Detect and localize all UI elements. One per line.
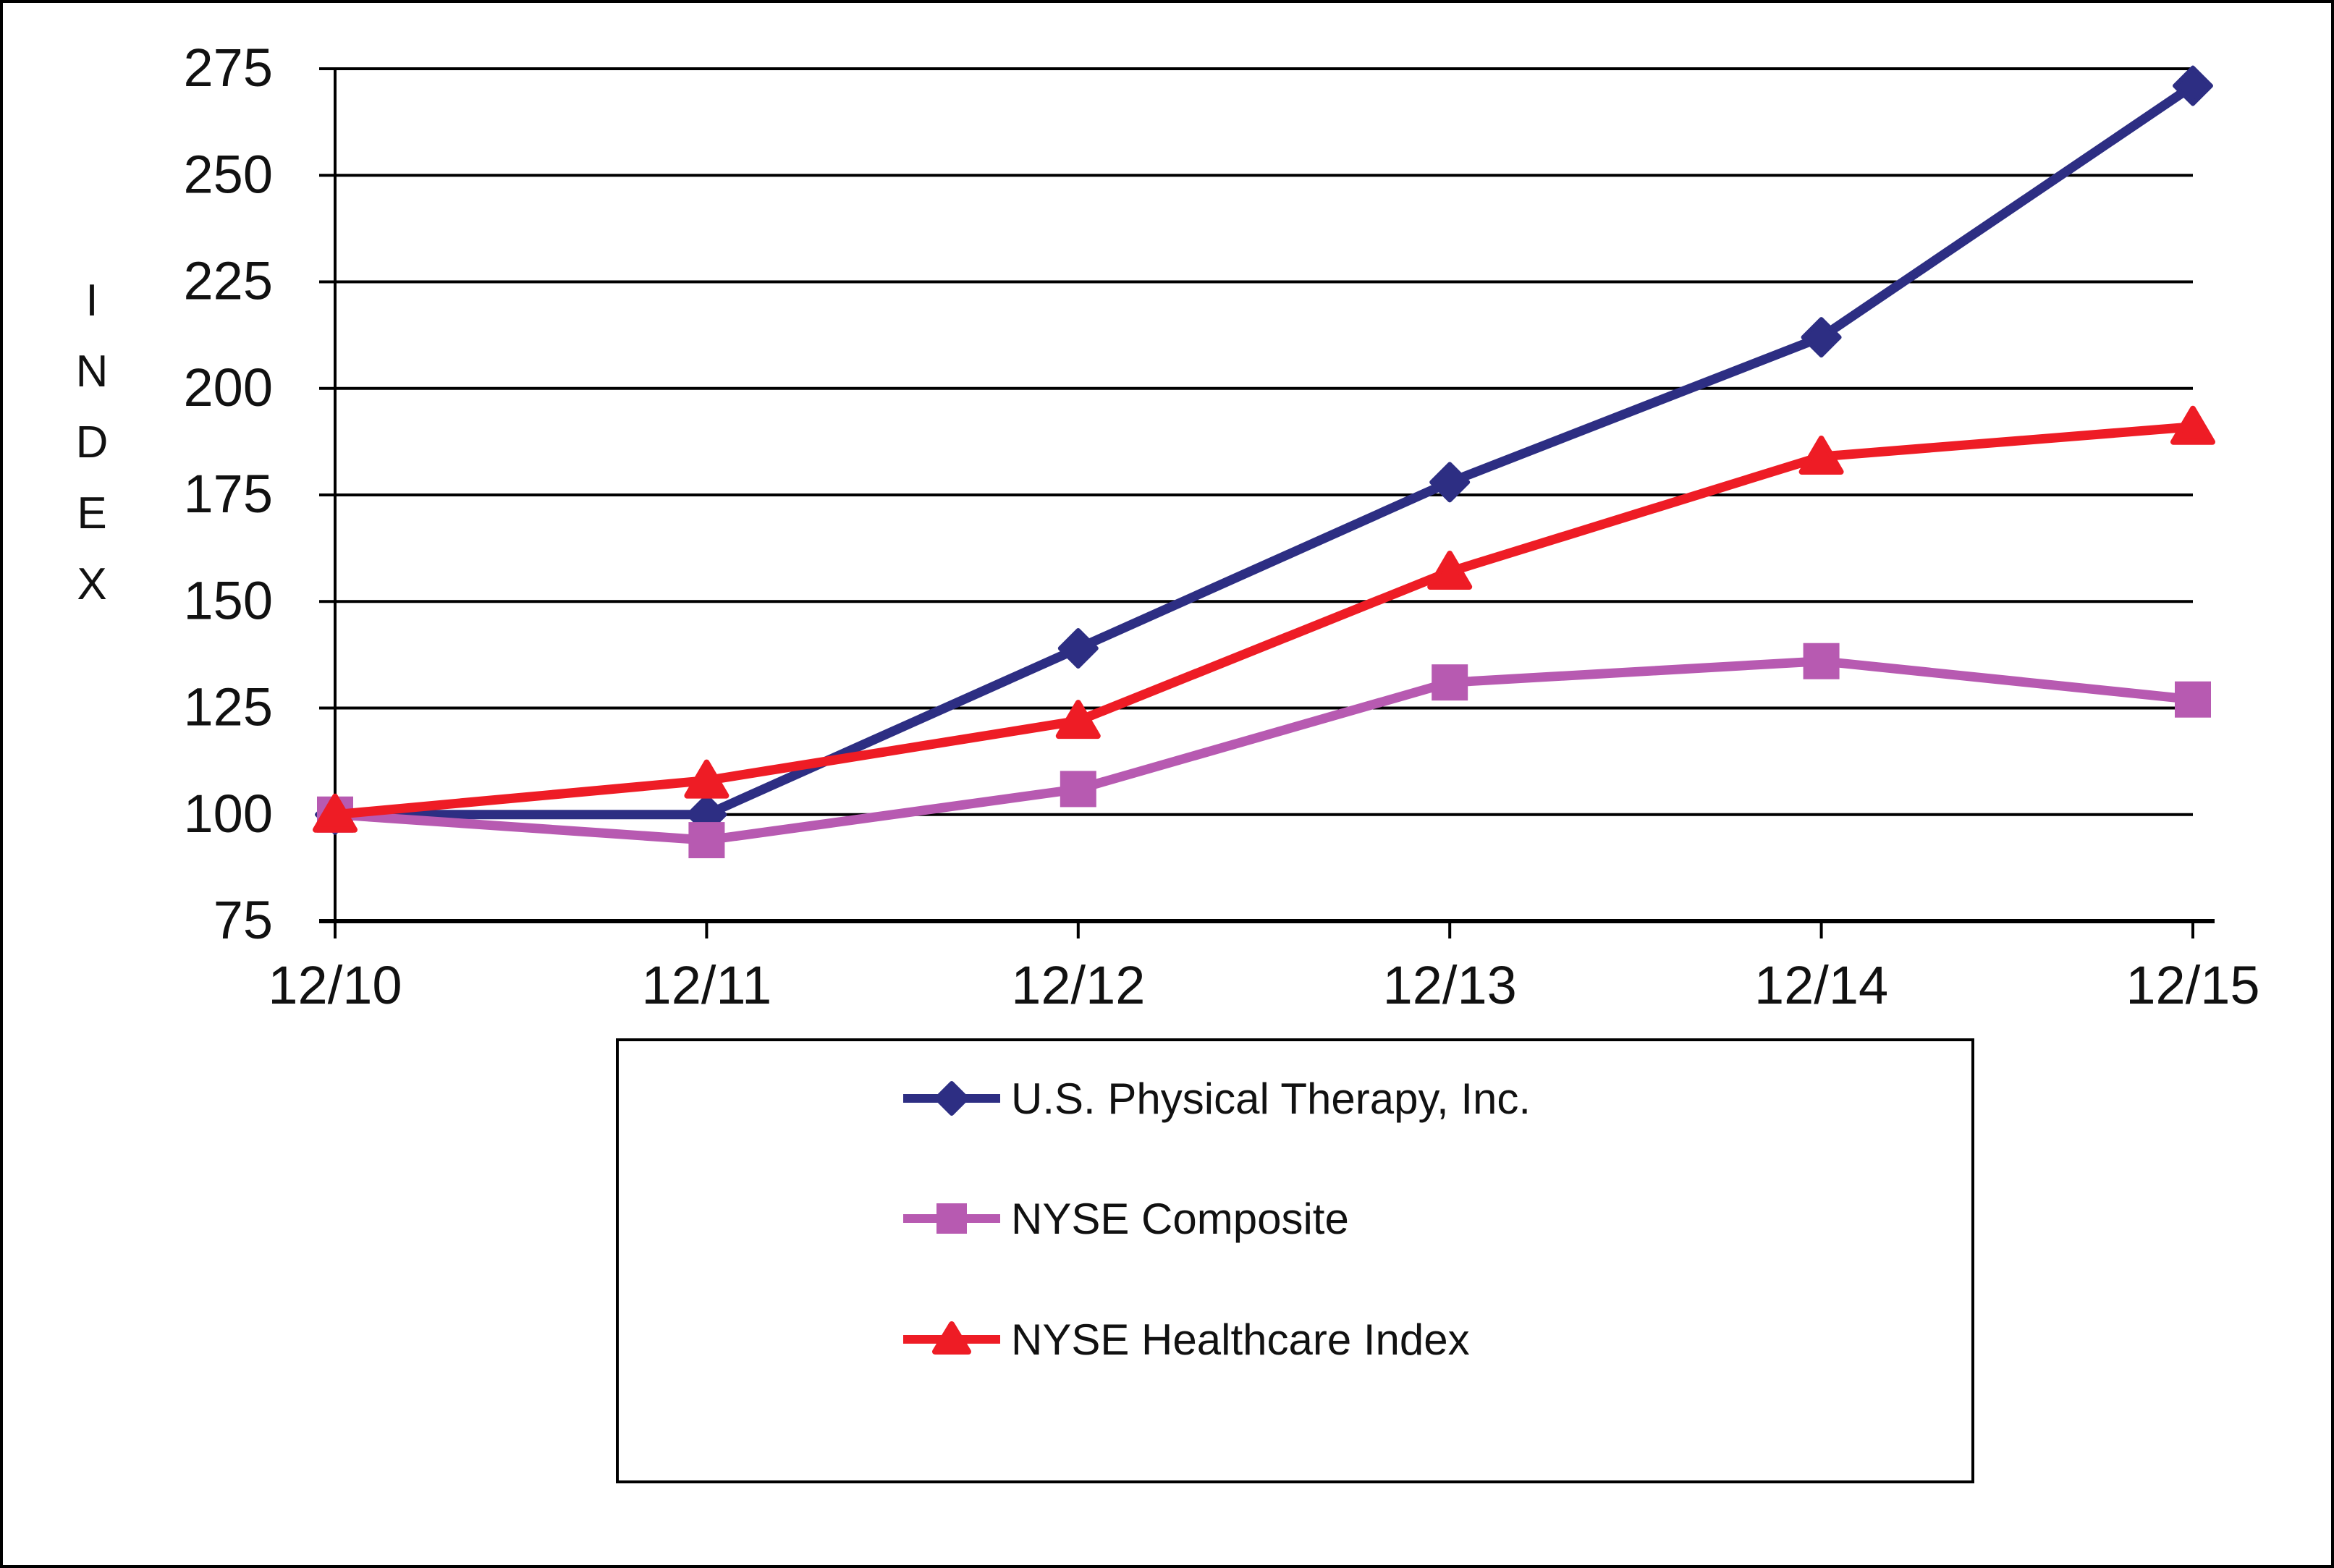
series-point-triangle-marker [1055,700,1101,739]
y-tick-label-150: 150 [184,570,273,630]
y-tick-label-175: 175 [184,464,273,524]
y-axis-title-letter: E [77,488,106,538]
legend-label: NYSE Composite [1011,1195,1349,1243]
y-tick-label-125: 125 [184,677,273,737]
y-axis-tick-labels: 275 250 225 200 175 150 125 100 75 [184,38,273,950]
y-axis-title-letter: D [76,418,109,467]
x-axis-tick-labels: 12/10 12/11 12/12 12/13 12/14 12/15 [268,955,2259,1015]
x-tick-label-12/10: 12/10 [268,955,402,1015]
x-tick-label-12/14: 12/14 [1754,955,1888,1015]
series-point-diamond-marker [1057,628,1099,669]
y-axis-title-letter: N [76,347,109,397]
series-point-diamond-marker [1801,317,1842,358]
series-point-square-marker [1432,664,1468,701]
series-point-square-marker [2175,681,2211,718]
y-tick-label-200: 200 [184,357,273,418]
x-tick-label-12/12: 12/12 [1011,955,1145,1015]
series-point-square-marker [1060,771,1096,808]
series-point-triangle-marker [1427,551,1473,590]
series-point-square-marker [688,822,725,859]
legend-square-marker [936,1203,967,1234]
legend-label: NYSE Healthcare Index [1011,1315,1470,1364]
series-point-triangle-marker [684,759,730,799]
y-tick-label-225: 225 [184,251,273,311]
y-tick-label-250: 250 [184,144,273,204]
series-point-diamond-marker [2173,65,2213,106]
x-tick-label-12/11: 12/11 [642,955,772,1015]
gridlines [319,67,2193,816]
x-tick-label-12/13: 12/13 [1383,955,1517,1015]
x-tick-label-12/15: 12/15 [2126,955,2259,1015]
legend: U.S. Physical Therapy, Inc. NYSE Composit… [616,1038,1974,1483]
data-series [313,65,2215,859]
y-axis-title-letter: I [85,276,98,326]
legend-label: U.S. Physical Therapy, Inc. [1011,1075,1531,1123]
series-point-diamond-marker [1429,462,1471,503]
y-tick-label-275: 275 [184,38,273,98]
y-tick-label-100: 100 [184,784,273,844]
y-axis-title-letter: X [77,559,106,609]
legend-diamond-marker [934,1081,969,1116]
legend-box [616,1038,1974,1483]
axes-and-ticks [319,67,2215,938]
legend-triangle-marker [932,1321,971,1355]
y-tick-label-75: 75 [213,890,273,950]
series-line [334,656,2194,845]
series-point-square-marker [1803,643,1840,679]
series-point-triangle-marker [2170,405,2215,445]
series-point-triangle-marker [1798,435,1844,475]
series-line [334,422,2194,820]
series-point-triangle-marker [313,793,358,833]
series-line [335,82,2196,820]
